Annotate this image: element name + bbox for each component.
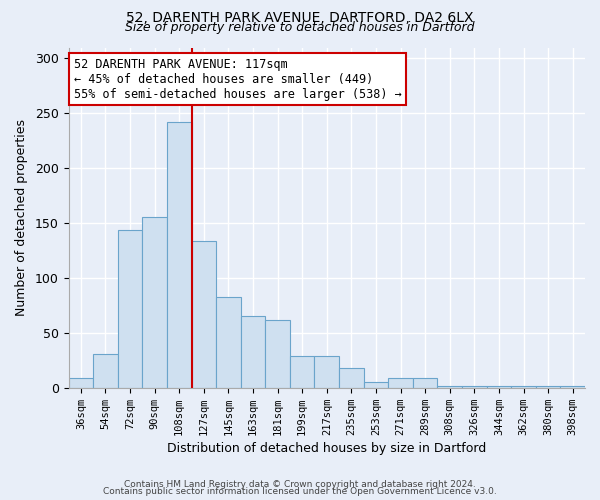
Bar xyxy=(487,386,511,388)
Bar xyxy=(339,368,364,388)
Y-axis label: Number of detached properties: Number of detached properties xyxy=(15,119,28,316)
Bar xyxy=(314,356,339,388)
Bar xyxy=(93,354,118,388)
Bar xyxy=(462,386,487,388)
Bar xyxy=(241,316,265,388)
Bar xyxy=(536,386,560,388)
Bar xyxy=(191,240,216,388)
Bar xyxy=(560,386,585,388)
Bar xyxy=(265,320,290,388)
Text: 52, DARENTH PARK AVENUE, DARTFORD, DA2 6LX: 52, DARENTH PARK AVENUE, DARTFORD, DA2 6… xyxy=(126,11,474,25)
Bar xyxy=(142,216,167,388)
Bar xyxy=(437,386,462,388)
Text: Contains HM Land Registry data © Crown copyright and database right 2024.: Contains HM Land Registry data © Crown c… xyxy=(124,480,476,489)
Text: Contains public sector information licensed under the Open Government Licence v3: Contains public sector information licen… xyxy=(103,487,497,496)
Text: Size of property relative to detached houses in Dartford: Size of property relative to detached ho… xyxy=(125,21,475,34)
Text: 52 DARENTH PARK AVENUE: 117sqm
← 45% of detached houses are smaller (449)
55% of: 52 DARENTH PARK AVENUE: 117sqm ← 45% of … xyxy=(74,58,401,100)
Bar xyxy=(216,296,241,388)
Bar xyxy=(364,382,388,388)
Bar xyxy=(68,378,93,388)
Bar xyxy=(290,356,314,388)
Bar xyxy=(511,386,536,388)
Bar xyxy=(388,378,413,388)
Bar xyxy=(118,230,142,388)
Bar xyxy=(167,122,191,388)
Bar xyxy=(413,378,437,388)
X-axis label: Distribution of detached houses by size in Dartford: Distribution of detached houses by size … xyxy=(167,442,487,455)
